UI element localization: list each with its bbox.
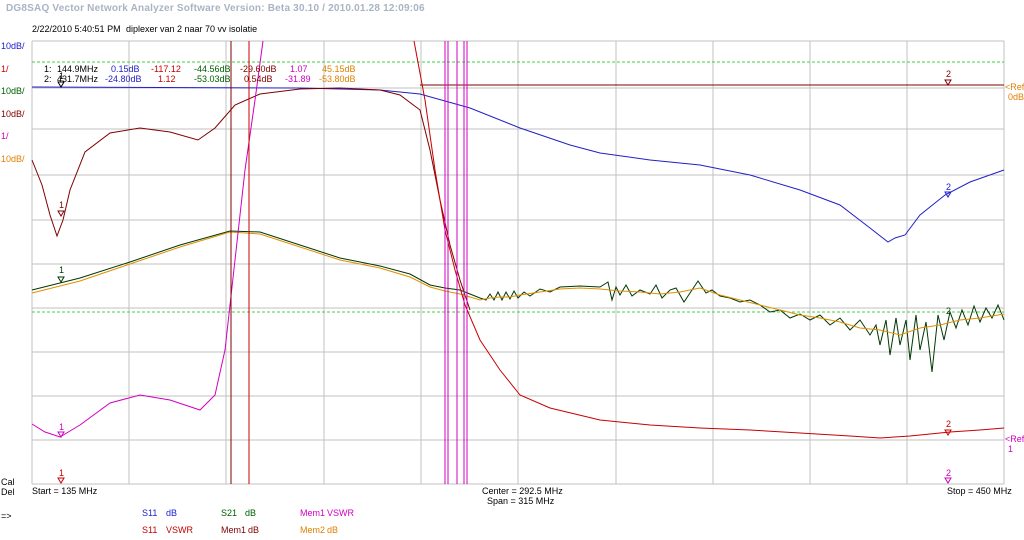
legend-mem1-vswr-unit: VSWR — [327, 508, 355, 518]
marker-1-top-label: 1 — [59, 71, 64, 81]
readout-1-s11-vswr: -117.12 — [151, 64, 181, 74]
readout-1-s11-db: 0.15dB — [111, 64, 140, 74]
trace-mem1-vswr — [31, 40, 264, 438]
stop-frequency: Stop = 450 MHz — [947, 486, 1012, 496]
measurement-comment: diplexer van 2 naar 70 vv isolatie — [126, 24, 258, 34]
trace-mem2-db — [31, 231, 1005, 336]
trace-s11-db — [31, 86, 1005, 243]
legend-mem1-db-unit: dB — [248, 525, 259, 535]
ref-value-vswr: 1 — [1008, 444, 1013, 454]
legend-s11-vswr-unit: VSWR — [166, 525, 194, 535]
marker-2-s11-label: 2 — [946, 182, 951, 192]
del-label: Del — [1, 487, 15, 497]
marker-2-vswr-icon — [944, 429, 952, 436]
marker-1-group[interactable]: 1 1 1 1 1 — [57, 71, 65, 484]
marker-1-top-icon — [57, 81, 65, 88]
readout-1-freq: 144.9MHz — [57, 64, 99, 74]
scale-label-s11-db: 10dB/ — [1, 41, 25, 51]
readout-2-mem2-db: -53.80dB — [319, 74, 356, 84]
frequency-info: Cal Del Start = 135 MHz Center = 292.5 M… — [1, 477, 1012, 521]
legend-mem1-vswr-trace: Mem1 — [300, 508, 325, 518]
marker-1-vswr-label: 1 — [59, 422, 64, 432]
measurement-date: 2/22/2010 5:40:51 PM — [32, 24, 121, 34]
cal-label: Cal — [1, 477, 15, 487]
marker-1-mem1-icon — [57, 210, 65, 217]
marker-2-s21-label: 2 — [946, 306, 951, 316]
marker-1-s21-icon — [57, 276, 65, 283]
marker-readout: 1: 144.9MHz 0.15dB -117.12 -44.56dB -29.… — [44, 64, 356, 84]
readout-1-mem2-db: 45.15dB — [322, 64, 356, 74]
readout-1-index: 1: — [44, 64, 52, 74]
scale-label-s21-db: 10dB/ — [1, 86, 25, 96]
readout-2-mem1-db: 0.54dB — [244, 74, 273, 84]
ref-label-vswr: <Ref — [1005, 434, 1024, 444]
mem1-vswr-vertical-lines — [444, 41, 468, 484]
legend-s21-db-unit: dB — [245, 508, 256, 518]
readout-2-s21-db: -53.03dB — [194, 74, 231, 84]
readout-2-mem1-vswr: -31.89 — [285, 74, 311, 84]
trace-s11-vswr — [413, 40, 1005, 439]
marker-1-vswr-icon — [57, 431, 65, 438]
span-frequency: Span = 315 MHz — [487, 496, 555, 506]
plot-grid — [31, 40, 1005, 485]
legend-s11-vswr-trace: S11 — [142, 525, 157, 535]
trace-legend[interactable]: S11 dB S11 VSWR S21 dB Mem1 dB Mem1 VSWR… — [142, 508, 355, 535]
scale-label-mem1-db: 10dB/ — [1, 109, 25, 119]
marker-2-vswr-label: 2 — [946, 419, 951, 429]
marker-2-group[interactable]: 2 2 2 2 2 — [944, 69, 952, 484]
marker-1-mem1-label: 1 — [59, 200, 64, 210]
ref-labels: <Ref 0dB <Ref 1 — [1005, 82, 1024, 454]
start-frequency: Start = 135 MHz — [32, 486, 98, 496]
ref-label-db: <Ref — [1005, 82, 1024, 92]
marker-1-bottom-icon — [57, 477, 65, 484]
trace-mem1-db — [31, 87, 471, 311]
readout-1-s21-db: -44.56dB — [194, 64, 231, 74]
marker-2-top-icon — [944, 79, 952, 86]
readout-1-mem1-vswr: 1.07 — [290, 64, 308, 74]
legend-s21-db-trace: S21 — [221, 508, 237, 518]
readout-2-s11-db: -24.80dB — [105, 74, 142, 84]
marker-2-s11-icon — [944, 191, 952, 198]
scale-labels: 10dB/ 1/ 10dB/ 10dB/ 1/ 10dB/ — [1, 41, 25, 164]
ref-value-db: 0dB — [1008, 92, 1024, 102]
center-frequency: Center = 292.5 MHz — [482, 486, 563, 496]
marker-2-top-label: 2 — [946, 69, 951, 79]
window-title: DG8SAQ Vector Network Analyzer Software … — [6, 3, 425, 14]
arrow-label: => — [1, 511, 12, 521]
marker-1-bottom-label: 1 — [59, 468, 64, 478]
marker-1-s21-label: 1 — [59, 265, 64, 275]
readout-2-freq: 431.7MHz — [57, 74, 99, 84]
readout-2-s11-vswr: 1.12 — [158, 74, 176, 84]
legend-s11-db-trace: S11 — [142, 508, 157, 518]
legend-mem2-db-trace: Mem2 — [300, 525, 325, 535]
readout-1-mem1-db: -29.60dB — [240, 64, 277, 74]
scale-label-mem1-vswr: 1/ — [1, 131, 9, 141]
scale-label-mem2-db: 10dB/ — [1, 154, 25, 164]
marker-2-bottom-label: 2 — [946, 468, 951, 478]
legend-mem2-db-unit: dB — [327, 525, 338, 535]
legend-s11-db-unit: dB — [166, 508, 177, 518]
marker-2-bottom-icon — [944, 477, 952, 484]
scale-label-s11-vswr: 1/ — [1, 64, 9, 74]
readout-2-index: 2: — [44, 74, 52, 84]
legend-mem1-db-trace: Mem1 — [221, 525, 246, 535]
